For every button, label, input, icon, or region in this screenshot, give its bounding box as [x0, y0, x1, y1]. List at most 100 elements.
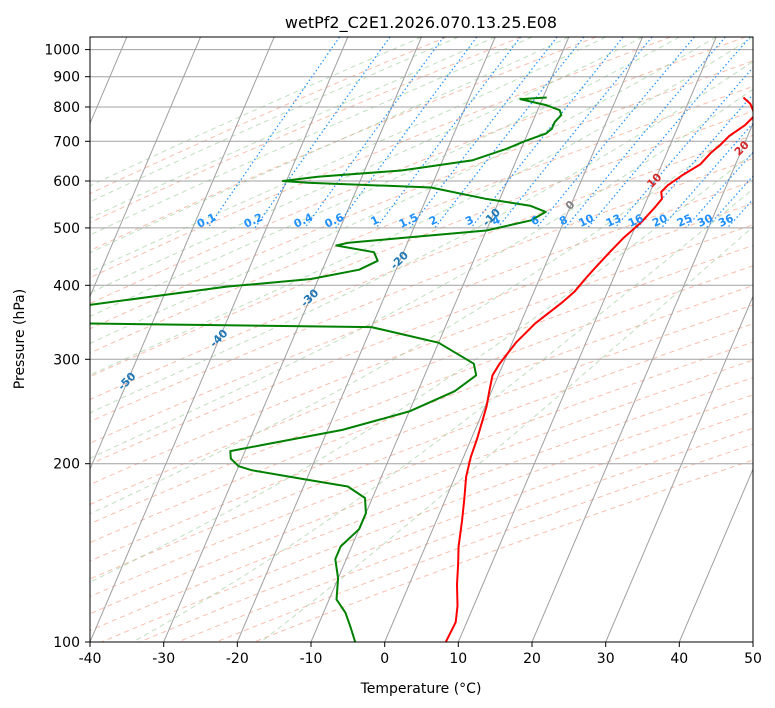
mixing-ratio-line: [470, 37, 624, 229]
background-lines: [90, 37, 753, 642]
moist-adiabat: [90, 37, 643, 294]
moist-adiabat: [131, 188, 753, 642]
x-tick-label: 40: [670, 651, 688, 667]
moist-adiabat: [90, 119, 753, 515]
mixing-ratio-label: 8: [557, 213, 569, 228]
moist-adiabat: [90, 37, 606, 273]
line-annotations: 0.10.20.40.611.52346810131620253036-100-…: [22, 138, 752, 438]
y-tick-label: 100: [53, 635, 80, 651]
mixing-ratio-line: [207, 37, 341, 229]
isotherm: [90, 37, 201, 298]
mixing-ratio-line: [409, 37, 558, 229]
mixing-ratio-label: 20: [650, 211, 670, 229]
x-tick-label: 10: [449, 651, 467, 667]
mixing-ratio-line: [335, 37, 478, 229]
isotherm: [752, 640, 753, 642]
x-tick-label: -20: [226, 651, 249, 667]
isotherm: [236, 37, 496, 642]
dry-adiabat-label: -20: [388, 249, 411, 272]
dry-adiabat-label: -40: [207, 326, 230, 349]
x-tick-label: -30: [152, 651, 175, 667]
y-tick-label: 700: [53, 134, 80, 150]
mixing-ratio-line: [434, 37, 585, 229]
moist-adiabat: [90, 37, 496, 219]
mixing-ratio-label: 16: [626, 211, 646, 229]
dry-adiabat: [90, 202, 753, 465]
dry-adiabat: [101, 394, 753, 642]
dry-adiabat: [215, 443, 753, 642]
moist-adiabat: [90, 37, 459, 203]
dry-adiabat: [177, 427, 753, 642]
y-tick-label: 200: [53, 457, 80, 473]
dry-adiabat: [90, 37, 447, 195]
plot-frame: [89, 36, 754, 643]
mixing-ratio-label: 1: [369, 213, 381, 228]
isotherm: [163, 37, 422, 642]
mixing-ratio-line: [254, 37, 391, 229]
mixing-ratio-label: 10: [577, 211, 597, 229]
isotherm: [90, 37, 275, 471]
y-tick-label: 600: [53, 174, 80, 190]
chart-title: wetPf2_C2E1.2026.070.13.25.E08: [285, 13, 557, 33]
mixing-ratio-line: [536, 37, 695, 229]
moist-adiabat: [90, 37, 680, 317]
dry-adiabat: [90, 265, 753, 525]
mixing-ratio-label: 36: [716, 211, 736, 229]
dry-adiabat-label: -50: [115, 369, 138, 392]
dry-adiabat: [90, 60, 753, 330]
x-tick-label: 30: [597, 651, 615, 667]
dry-adiabat-label: -30: [298, 286, 321, 309]
moist-adiabat: [90, 61, 753, 414]
moist-adiabat: [90, 88, 753, 459]
dry-adiabat: [90, 323, 753, 580]
dry-adiabat: [90, 37, 597, 252]
y-tick-label: 300: [53, 352, 80, 368]
mixing-ratio-line: [304, 37, 445, 229]
x-tick-label: 20: [523, 651, 541, 667]
x-axis: -40 -30 -20 -10 0 10 20 30 40 50: [79, 642, 762, 667]
isotherm: [678, 467, 753, 642]
dry-adiabat: [90, 244, 753, 505]
isotherm: [90, 37, 349, 642]
x-tick-label: 50: [744, 651, 762, 667]
dry-adiabat: [90, 158, 753, 423]
moist-adiabat: [259, 226, 753, 642]
mixing-ratio-label: 13: [604, 212, 623, 230]
dry-adiabat: [90, 341, 753, 598]
isotherm: [605, 295, 753, 642]
dry-adiabat: [90, 359, 753, 615]
x-tick-label: -40: [79, 651, 102, 667]
mixing-ratio-line: [375, 37, 522, 229]
y-tick-label: 500: [53, 221, 80, 237]
moist-adiabat: [90, 152, 753, 583]
dry-adiabat: [90, 180, 753, 444]
dry-adiabat: [90, 85, 753, 354]
moist-adiabat: [90, 37, 717, 344]
dry-adiabat-label: -60: [22, 415, 45, 438]
mixing-ratio-label: 30: [695, 211, 715, 229]
dry-adiabat: [90, 134, 753, 401]
mixing-ratio-line: [587, 37, 751, 229]
mixing-ratio-line: [564, 37, 726, 229]
mixing-ratio-line: [660, 122, 753, 229]
y-tick-label: 800: [53, 100, 80, 116]
mixing-ratio-line: [685, 151, 753, 229]
isotherm: [310, 37, 570, 642]
dewpoint-line: [90, 96, 563, 642]
mixing-ratio-label: 2: [427, 213, 439, 228]
x-tick-label: 0: [380, 651, 389, 667]
mixing-ratio-line: [497, 37, 653, 229]
y-axis-label: Pressure (hPa): [12, 289, 28, 389]
moist-adiabat: [90, 37, 570, 254]
y-axis: 100 200 300 400 500 600 700 800 900 1000: [44, 43, 90, 651]
isotherm: [457, 37, 717, 642]
x-tick-label: -10: [300, 651, 323, 667]
mixing-ratio-label: 25: [675, 212, 694, 230]
dry-adiabat: [90, 377, 753, 632]
y-tick-label: 900: [53, 70, 80, 86]
isotherm: [531, 122, 753, 642]
y-tick-label: 1000: [44, 43, 80, 59]
dry-adiabat: [254, 459, 753, 642]
temperature-line: [444, 96, 753, 642]
